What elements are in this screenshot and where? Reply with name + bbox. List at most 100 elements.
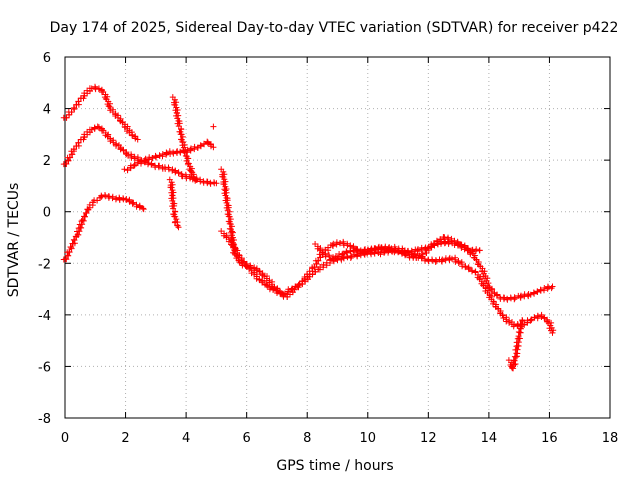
data-point: [343, 249, 350, 256]
data-point: [506, 319, 513, 326]
x-tick-label: 10: [360, 431, 377, 446]
data-point: [166, 148, 173, 155]
data-point: [112, 196, 119, 203]
data-point: [191, 143, 198, 150]
data-point: [527, 291, 534, 298]
data-point: [225, 204, 232, 211]
data-point: [361, 250, 368, 257]
y-tick-label: 6: [43, 51, 51, 66]
data-point: [395, 247, 402, 254]
data-point: [184, 155, 191, 162]
data-point: [149, 155, 156, 162]
data-point: [469, 246, 476, 253]
y-tick-label: 0: [43, 206, 51, 221]
data-point: [188, 145, 194, 152]
data-point: [130, 163, 137, 169]
data-point: [170, 150, 177, 157]
data-point: [339, 251, 346, 258]
data-point: [94, 123, 101, 130]
data-point: [76, 228, 83, 235]
data-point: [531, 290, 538, 297]
grid: [65, 57, 610, 418]
x-tick-label: 2: [121, 431, 129, 446]
axis-ticks: 0 2 4 6 8 10 12 14 16 18 -8 -6 -4 -2 0 2 4 6: [38, 51, 618, 446]
data-point: [311, 264, 318, 271]
data-point: [476, 247, 483, 254]
data-point: [75, 139, 82, 146]
y-tick-label: 4: [43, 103, 51, 118]
data-point: [545, 284, 552, 291]
data-point: [437, 236, 444, 243]
data-point: [192, 177, 199, 184]
data-point: [176, 120, 183, 127]
x-tick-label: 14: [481, 431, 498, 446]
y-tick-label: -8: [38, 412, 51, 427]
data-point: [68, 109, 75, 116]
data-point: [126, 198, 133, 205]
data-point: [67, 244, 74, 250]
data-points: [60, 83, 557, 372]
data-point: [163, 150, 170, 157]
data-point: [490, 300, 496, 307]
data-point: [510, 357, 517, 364]
data-point: [481, 268, 488, 275]
data-point: [123, 196, 130, 202]
data-point: [340, 250, 346, 257]
data-point: [175, 169, 182, 176]
data-point: [146, 154, 153, 161]
data-point: [504, 296, 511, 303]
data-point: [429, 257, 436, 264]
data-point: [519, 317, 526, 323]
data-point: [70, 146, 77, 153]
data-point: [277, 290, 284, 297]
data-point: [527, 317, 534, 324]
data-point: [148, 161, 155, 168]
data-point: [140, 205, 146, 212]
data-point: [515, 329, 522, 335]
data-point: [77, 224, 84, 231]
data-point: [299, 278, 305, 285]
data-point: [448, 235, 455, 242]
data-point: [263, 282, 270, 289]
data-point: [138, 158, 145, 165]
data-point: [142, 155, 149, 162]
data-point: [439, 256, 446, 263]
data-point: [107, 138, 114, 145]
data-point: [172, 168, 179, 175]
data-point: [458, 243, 465, 250]
data-point: [181, 141, 188, 148]
data-point: [415, 246, 421, 253]
data-point: [82, 209, 89, 216]
data-point: [434, 238, 441, 245]
data-point: [462, 263, 469, 270]
data-point: [88, 85, 95, 92]
y-tick-label: -2: [38, 257, 51, 272]
data-point: [210, 123, 217, 130]
data-point: [153, 154, 160, 161]
plot-frame: [64, 56, 611, 419]
data-point: [70, 236, 77, 243]
data-point: [116, 197, 123, 203]
data-point: [293, 283, 300, 290]
data-point: [399, 250, 405, 257]
data-point: [512, 361, 519, 367]
data-point: [511, 321, 517, 328]
data-point: [174, 148, 181, 155]
data-point: [469, 267, 476, 274]
data-point: [500, 315, 507, 321]
data-point: [419, 251, 426, 258]
data-point: [473, 246, 480, 253]
x-tick-label: 16: [541, 431, 558, 446]
data-point: [62, 256, 69, 262]
data-point: [134, 136, 141, 143]
data-point: [455, 260, 462, 266]
data-point: [63, 114, 70, 121]
data-point: [425, 258, 432, 265]
data-point: [330, 240, 337, 247]
data-point: [174, 107, 181, 113]
x-tick-label: 18: [602, 431, 619, 446]
data-point: [81, 213, 87, 220]
data-point: [175, 224, 182, 231]
data-point: [109, 193, 116, 200]
data-point: [389, 248, 396, 255]
